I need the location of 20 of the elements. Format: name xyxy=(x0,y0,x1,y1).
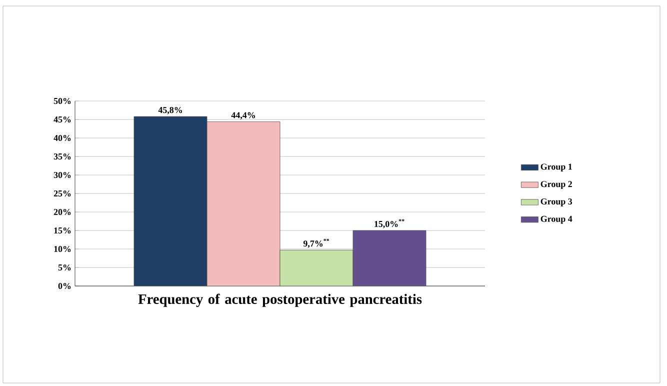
data-label: 44,4% xyxy=(231,112,255,120)
data-label: 15,0%$^{**}$ xyxy=(374,219,404,228)
data-label: 45,8% xyxy=(158,106,182,114)
data-label: 9,7%$^{**}$ xyxy=(303,238,330,248)
legend-label: Group 2 xyxy=(540,181,572,189)
x-tick-label: Frequency of acute postoperative pancreatitis xyxy=(138,294,422,307)
y-tick-label: 35% xyxy=(54,153,71,160)
legend-label: Group 3 xyxy=(540,198,572,206)
y-tick-label: 20% xyxy=(54,208,71,216)
legend-label: Group 4 xyxy=(540,216,572,224)
y-tick-label: 45% xyxy=(54,116,71,123)
y-tick-label: 40% xyxy=(54,134,71,142)
y-tick-label: 15% xyxy=(54,227,71,234)
y-tick-label: 10% xyxy=(54,246,71,252)
y-tick-label: 25% xyxy=(54,190,71,197)
legend-label: Group 1 xyxy=(540,164,572,172)
y-tick-label: 0% xyxy=(58,282,71,290)
y-tick-label: 5% xyxy=(58,264,71,271)
y-tick-label: 50% xyxy=(54,98,71,104)
y-tick-label: 30% xyxy=(54,172,71,178)
